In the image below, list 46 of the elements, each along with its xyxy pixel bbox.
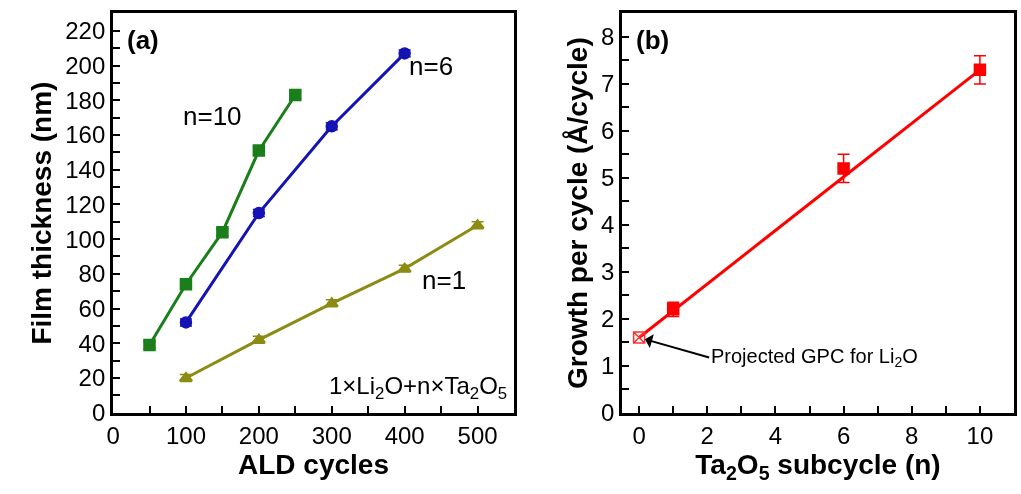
- y-tick-label: 4: [600, 211, 615, 239]
- y-tick-label: 100: [65, 225, 106, 253]
- y-tick-label: 0: [600, 399, 615, 427]
- series-label: n=1: [422, 265, 467, 295]
- y-tick-label: 220: [65, 17, 106, 45]
- x-tick-label: 200: [238, 422, 279, 450]
- y-tick-label: 7: [600, 70, 615, 98]
- annotation: 1×Li$_{2}$O+n×Ta$_{2}$O$_{5}$: [329, 372, 508, 404]
- y-tick-label: 2: [600, 305, 615, 333]
- y-tick-label: 5: [600, 164, 615, 192]
- point: [973, 63, 987, 77]
- y-tick-label: 60: [78, 294, 106, 322]
- annotation: Projected GPC for Li$_{2}$O: [711, 345, 918, 371]
- x-tick-label: 100: [165, 422, 206, 450]
- y-tick-label: 20: [78, 364, 106, 392]
- series-label: n=10: [183, 101, 242, 131]
- y-axis-title: Growth per cycle (Å/cycle): [561, 37, 593, 389]
- y-tick-label: 160: [65, 121, 106, 149]
- y-tick-label: 6: [600, 117, 615, 145]
- y-tick-label: 0: [91, 399, 106, 427]
- series-label: n=6: [409, 51, 454, 81]
- x-tick-label: 6: [836, 422, 851, 450]
- x-tick-label: 400: [384, 422, 425, 450]
- x-axis-title: ALD cycles: [238, 449, 390, 481]
- y-axis-title: Film thickness (nm): [25, 81, 57, 345]
- x-tick-label: 500: [457, 422, 498, 450]
- x-tick-label: 10: [966, 422, 994, 450]
- annotation: (a): [127, 25, 159, 55]
- x-tick-label: 8: [905, 422, 919, 450]
- y-tick-label: 80: [78, 260, 106, 288]
- point: [632, 331, 646, 344]
- y-tick-label: 8: [600, 23, 615, 51]
- y-tick-label: 200: [65, 51, 106, 79]
- y-tick-label: 1: [600, 352, 615, 380]
- y-tick-label: 140: [65, 156, 106, 184]
- x-tick-label: 0: [632, 422, 646, 450]
- y-tick-label: 3: [600, 258, 615, 286]
- annotation: (b): [636, 25, 670, 55]
- x-tick-label: 2: [700, 422, 714, 450]
- x-tick-label: 300: [311, 422, 352, 450]
- y-tick-label: 40: [78, 329, 106, 357]
- x-axis-title: Ta$_{2}$O$_{5}$ subcycle (n): [695, 449, 941, 485]
- point: [837, 162, 850, 175]
- y-tick-label: 180: [65, 86, 106, 114]
- x-tick-label: 4: [768, 422, 783, 450]
- y-tick-label: 120: [65, 190, 106, 218]
